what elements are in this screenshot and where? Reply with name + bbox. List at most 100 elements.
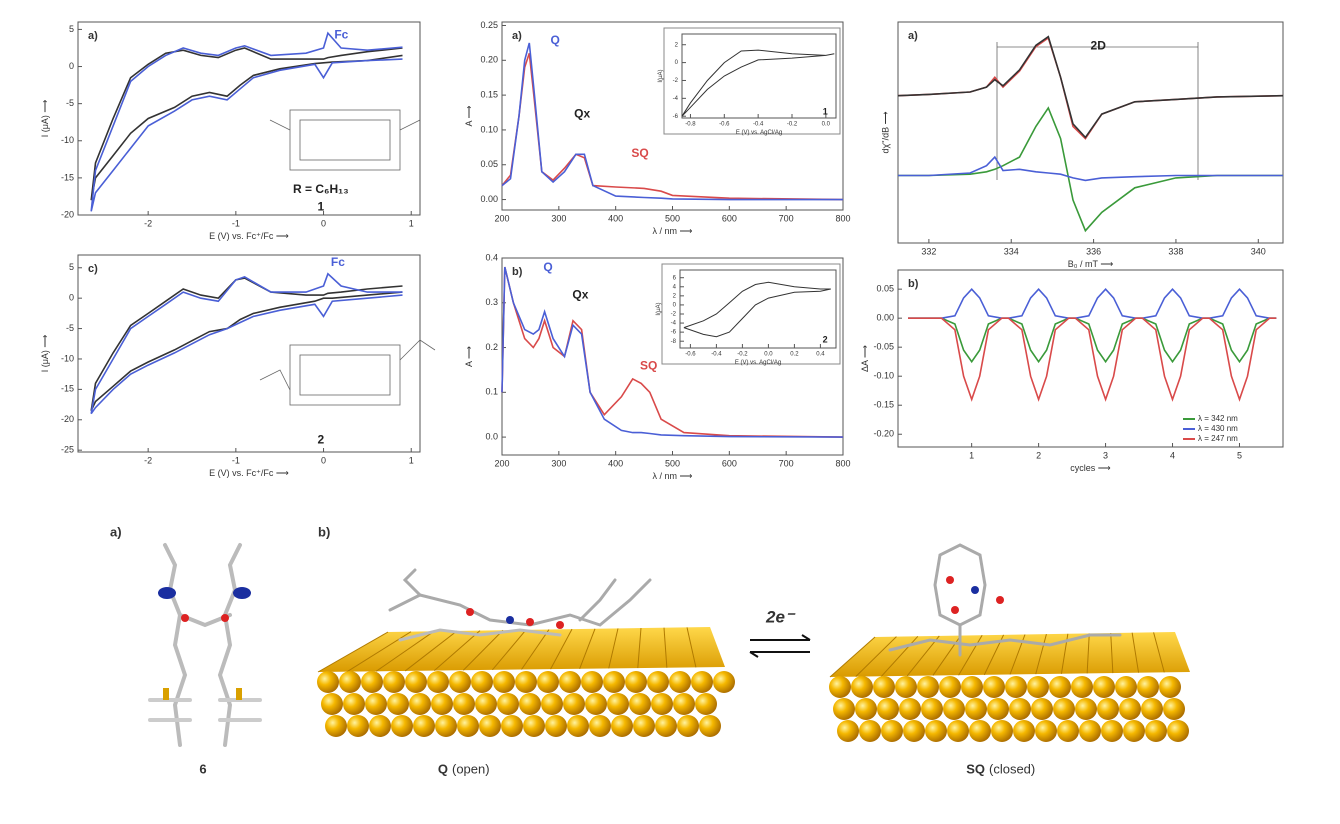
y-tick-label: -25 xyxy=(61,445,74,455)
rod-line xyxy=(433,630,481,671)
gold-rod xyxy=(629,693,651,715)
y-tick-label: -20 xyxy=(61,414,74,424)
x-tick-label: -0.2 xyxy=(737,352,748,358)
y-tick-label: 0.2 xyxy=(485,342,498,352)
data-line xyxy=(683,281,831,338)
gold-rod xyxy=(939,676,961,698)
x-tick-label: 0 xyxy=(321,455,326,465)
rod-line xyxy=(958,634,983,676)
data-line xyxy=(501,42,843,201)
x-tick-label: -2 xyxy=(144,455,152,465)
gold-rod xyxy=(855,698,877,720)
legend-label: λ = 342 nm xyxy=(1198,414,1238,423)
gold-rod xyxy=(427,671,449,693)
gold-rod xyxy=(1097,698,1119,720)
gold-rod xyxy=(1141,698,1163,720)
gold-rod xyxy=(833,698,855,720)
rod-line xyxy=(492,629,527,671)
y-tick-label: -15 xyxy=(61,172,74,182)
gold-rod xyxy=(321,693,343,715)
x-tick-label: 332 xyxy=(921,246,936,256)
gold-rod xyxy=(405,671,427,693)
data-line xyxy=(898,155,1283,182)
gold-rod xyxy=(899,698,921,720)
data-line xyxy=(681,49,835,117)
molecule-6 xyxy=(148,543,262,747)
y-tick-label: 0 xyxy=(69,61,74,71)
state-label: Q xyxy=(438,761,448,776)
gold-rod xyxy=(655,715,677,737)
rod-line xyxy=(1110,633,1114,674)
gold-rod xyxy=(1027,676,1049,698)
chart: -2 -1 0 150-5-10-15-20-25E (V) vs. Fc⁺/Fc ⟶… xyxy=(40,254,421,478)
gold-rod xyxy=(537,671,559,693)
y-tick-label: -0.10 xyxy=(873,371,894,381)
x-tick-label: 0.0 xyxy=(764,352,773,358)
gold-rod xyxy=(611,715,633,737)
y-tick-label: 2 xyxy=(675,42,679,48)
gold-rod xyxy=(829,676,851,698)
y-tick-label: -20 xyxy=(61,209,74,219)
x-tick-label: 400 xyxy=(608,213,623,223)
y-tick-label: -10 xyxy=(61,135,74,145)
legend-label: λ = 247 nm xyxy=(1198,434,1238,443)
annotation: Qx xyxy=(574,106,590,120)
inset-background xyxy=(661,263,841,365)
gold-rod xyxy=(365,693,387,715)
gold-rod xyxy=(515,671,537,693)
gold-rod xyxy=(859,720,881,742)
y-tick-label: 0.4 xyxy=(485,252,498,262)
gold-rod xyxy=(475,693,497,715)
x-tick-label: 400 xyxy=(608,458,623,468)
panel-label: a) xyxy=(110,524,122,539)
chart: 200 300 400 500 600 700 800 0.0 0.1 0.2 0.3 0.4 λ / … xyxy=(464,252,851,481)
x-tick-label: 300 xyxy=(551,213,566,223)
state-label: SQ xyxy=(966,761,985,776)
y-axis-label: I (μA) ⟶ xyxy=(40,335,50,373)
data-line xyxy=(908,317,1277,364)
annotation: 1 xyxy=(317,199,324,213)
rod-line xyxy=(1131,632,1140,673)
data-line xyxy=(501,266,844,438)
gold-rod xyxy=(651,693,673,715)
gold-rod xyxy=(387,693,409,715)
y-tick-label: 4 xyxy=(673,284,677,290)
annotation: 1 xyxy=(823,106,828,116)
y-tick-label: 0 xyxy=(673,302,677,308)
x-tick-label: 340 xyxy=(1251,246,1266,256)
gold-rod xyxy=(589,715,611,737)
illustration: a) b) 6 Q (open) SQ (closed) 2e⁻ xyxy=(110,524,1190,776)
slab-top xyxy=(318,627,725,672)
x-tick-label: 300 xyxy=(551,458,566,468)
x-tick-label: 600 xyxy=(722,458,737,468)
rod-line xyxy=(637,628,642,669)
gold-rod xyxy=(383,671,405,693)
gold-rod xyxy=(1013,720,1035,742)
rod-line xyxy=(375,630,435,672)
annotation: Q xyxy=(543,260,552,274)
gold-rod xyxy=(541,693,563,715)
gold-rod xyxy=(873,676,895,698)
gold-rod xyxy=(409,693,431,715)
gold-rod xyxy=(1123,720,1145,742)
annotation: R = C₆H₁₃ xyxy=(293,182,349,196)
rod-line xyxy=(317,631,389,673)
annotation: 2 xyxy=(317,432,324,446)
inset-chart: -0.8 -0.6 -0.4 -0.2 0.0 2 0 -2 -4 -6 E (V) vs. AgC… xyxy=(658,27,841,136)
gold-rod xyxy=(713,671,735,693)
x-tick-label: 500 xyxy=(665,458,680,468)
x-tick-label: -0.6 xyxy=(719,122,730,128)
gold-rod xyxy=(501,715,523,737)
rod-line xyxy=(521,629,550,670)
gold-rod xyxy=(677,715,699,737)
gold-rod xyxy=(545,715,567,737)
gold-rod xyxy=(343,693,365,715)
gold-rod xyxy=(625,671,647,693)
rod-line xyxy=(579,628,596,669)
state-text: (open) xyxy=(452,761,490,776)
x-tick-label: -1 xyxy=(232,218,240,228)
panel-label: b) xyxy=(908,278,919,290)
rod-line xyxy=(906,635,940,677)
x-tick-label: 0.0 xyxy=(822,122,831,128)
rod-line xyxy=(1153,632,1165,673)
